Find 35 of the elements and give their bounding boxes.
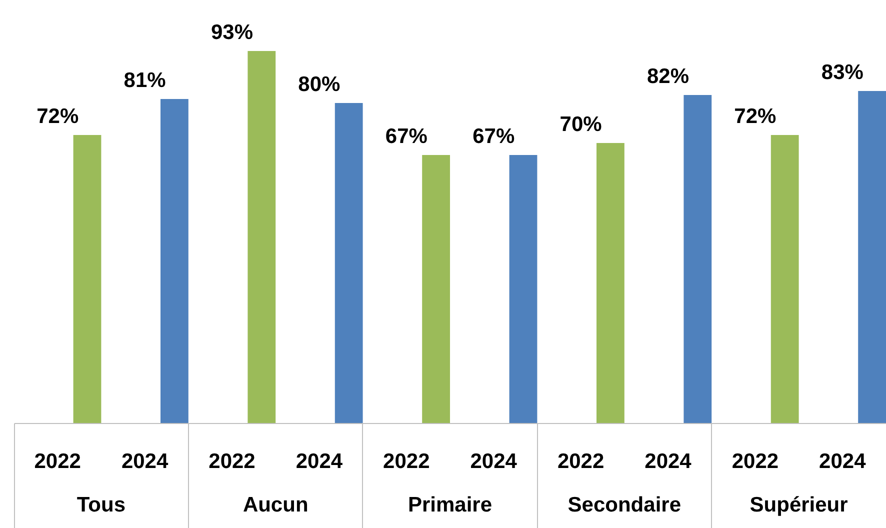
series-label: 2024	[121, 450, 168, 473]
text: 2024	[470, 450, 517, 473]
data-label: 72%	[36, 105, 79, 128]
bar	[858, 91, 886, 423]
x-tick-label: Aucun	[242, 494, 308, 516]
bar	[248, 51, 276, 423]
bar	[73, 135, 102, 423]
text: 2022	[208, 450, 256, 473]
bar	[684, 95, 712, 423]
text: 2024	[296, 450, 343, 473]
data-label: 80%	[298, 73, 341, 96]
data-label: 81%	[124, 69, 166, 92]
x-tick-label: Primaire	[408, 494, 492, 516]
data-label: 70%	[560, 113, 602, 136]
bar	[422, 155, 450, 423]
bar	[160, 99, 188, 423]
text: 2024	[819, 450, 866, 473]
bar	[334, 103, 363, 423]
text: 2024	[644, 450, 692, 473]
x-tick-label: Tous	[76, 494, 126, 516]
data-label: 93%	[210, 21, 254, 44]
bar	[596, 143, 624, 423]
data-label: 67%	[472, 125, 515, 148]
data-label: 67%	[385, 125, 428, 148]
series-label: 2022	[34, 450, 81, 473]
data-label: 72%	[734, 105, 777, 128]
text: 2022	[557, 450, 604, 473]
text: 2022	[732, 450, 779, 473]
bar	[509, 155, 538, 423]
x-tick-label: Secondaire	[568, 494, 682, 516]
data-label: 83%	[821, 61, 864, 84]
bar	[770, 135, 799, 423]
x-tick-label: Supérieur	[750, 494, 848, 516]
data-label: 82%	[646, 65, 690, 88]
text: 2022	[383, 450, 430, 473]
